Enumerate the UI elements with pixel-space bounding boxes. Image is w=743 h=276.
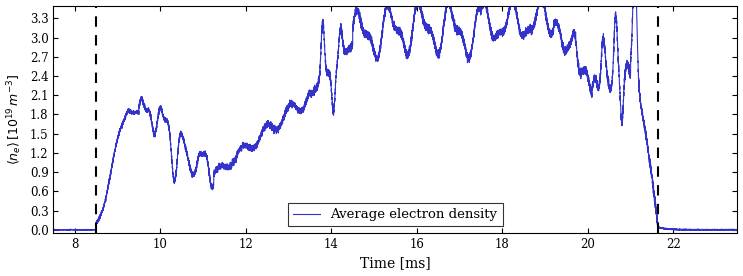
Average electron density bbox=[117, 125, 126, 128]
Average electron density bbox=[51, 228, 59, 232]
Average electron density bbox=[49, 228, 58, 232]
Y-axis label: $\langle n_e \rangle\, [10^{19}\,m^{-3}]$: $\langle n_e \rangle\, [10^{19}\,m^{-3}]… bbox=[5, 73, 25, 165]
X-axis label: Time [ms]: Time [ms] bbox=[360, 256, 431, 270]
Average electron density bbox=[733, 228, 742, 232]
Average electron density bbox=[610, 20, 619, 23]
Average electron density bbox=[706, 228, 715, 232]
Average electron density bbox=[222, 166, 231, 169]
Average electron density bbox=[594, 84, 603, 87]
Legend: Average electron density: Average electron density bbox=[288, 203, 503, 226]
Line: Average electron density: Average electron density bbox=[53, 0, 738, 230]
Average electron density bbox=[657, 226, 666, 229]
